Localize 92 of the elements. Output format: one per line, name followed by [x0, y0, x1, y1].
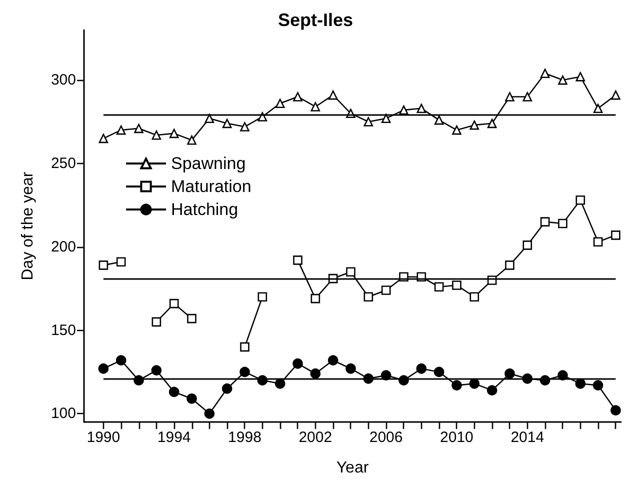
- point: [434, 115, 444, 125]
- point: [187, 314, 196, 324]
- x-tick-label: 2006: [369, 429, 403, 446]
- y-tick-label: 100: [50, 405, 76, 422]
- point: [416, 363, 427, 374]
- x-tick-label: 2002: [298, 429, 332, 446]
- point: [346, 267, 356, 277]
- point: [98, 363, 109, 374]
- point: [292, 358, 303, 369]
- point: [558, 370, 568, 380]
- x-tick-label: 1998: [228, 429, 262, 446]
- point: [522, 92, 532, 102]
- point: [558, 218, 568, 228]
- point: [504, 368, 515, 379]
- y-tick-label: 300: [50, 72, 76, 89]
- x-tick-label: 2014: [510, 429, 544, 446]
- point: [381, 114, 391, 124]
- point: [452, 125, 462, 135]
- y-tick-label: 250: [50, 154, 76, 172]
- point: [240, 366, 250, 378]
- point: [240, 342, 250, 352]
- point: [187, 135, 196, 145]
- point: [204, 408, 215, 419]
- point: [593, 237, 603, 246]
- x-tick-label: 1990: [86, 429, 120, 446]
- point: [470, 120, 480, 130]
- point: [204, 114, 214, 124]
- point: [116, 257, 126, 267]
- point: [434, 366, 444, 378]
- point: [452, 280, 462, 290]
- point: [293, 92, 302, 102]
- point: [222, 118, 232, 128]
- point: [310, 294, 320, 304]
- point: [592, 380, 604, 390]
- point: [293, 256, 302, 265]
- point: [522, 240, 532, 250]
- point: [486, 385, 498, 396]
- y-axis-title: Day of the year: [20, 171, 36, 280]
- point: [505, 92, 514, 102]
- point: [416, 104, 426, 114]
- point: [151, 365, 162, 376]
- point: [487, 118, 497, 128]
- point: [452, 380, 462, 390]
- point: [540, 68, 550, 78]
- point: [593, 104, 603, 114]
- point: [240, 122, 250, 132]
- point: [222, 383, 232, 394]
- point: [152, 130, 162, 140]
- legend-label: Maturation: [171, 177, 252, 196]
- point: [152, 317, 162, 327]
- point: [576, 72, 586, 82]
- point: [399, 105, 408, 115]
- point: [558, 75, 568, 85]
- x-axis-title: Year: [336, 460, 370, 476]
- y-tick-label: 150: [50, 322, 76, 339]
- point: [328, 355, 338, 366]
- point: [169, 298, 179, 308]
- point: [469, 378, 480, 389]
- point: [98, 134, 108, 144]
- point: [576, 195, 586, 205]
- point: [168, 386, 180, 398]
- point: [380, 370, 392, 380]
- point: [116, 355, 126, 366]
- legend-label: Hatching: [171, 200, 238, 219]
- point: [610, 405, 621, 416]
- point: [575, 378, 586, 389]
- y-tick-label: 200: [50, 238, 76, 256]
- x-tick-label: 1994: [157, 429, 191, 446]
- point: [274, 378, 286, 389]
- point: [310, 368, 321, 379]
- point: [328, 90, 338, 100]
- point: [540, 217, 550, 226]
- point: [364, 292, 374, 302]
- point: [98, 260, 108, 270]
- x-tick-label: 2010: [440, 429, 474, 446]
- legend-label: Spawning: [171, 154, 246, 173]
- point: [470, 292, 480, 302]
- point: [310, 102, 320, 112]
- point: [116, 125, 126, 135]
- point: [505, 260, 514, 270]
- point: [434, 282, 444, 292]
- point: [134, 124, 144, 134]
- point: [186, 394, 197, 404]
- point: [169, 128, 179, 138]
- point: [275, 98, 285, 108]
- point: [611, 230, 620, 240]
- point: [611, 90, 620, 100]
- point: [346, 363, 356, 374]
- chart-title: Sept-Iles: [278, 10, 354, 30]
- point: [258, 292, 268, 302]
- point: [364, 117, 374, 126]
- point: [381, 286, 391, 295]
